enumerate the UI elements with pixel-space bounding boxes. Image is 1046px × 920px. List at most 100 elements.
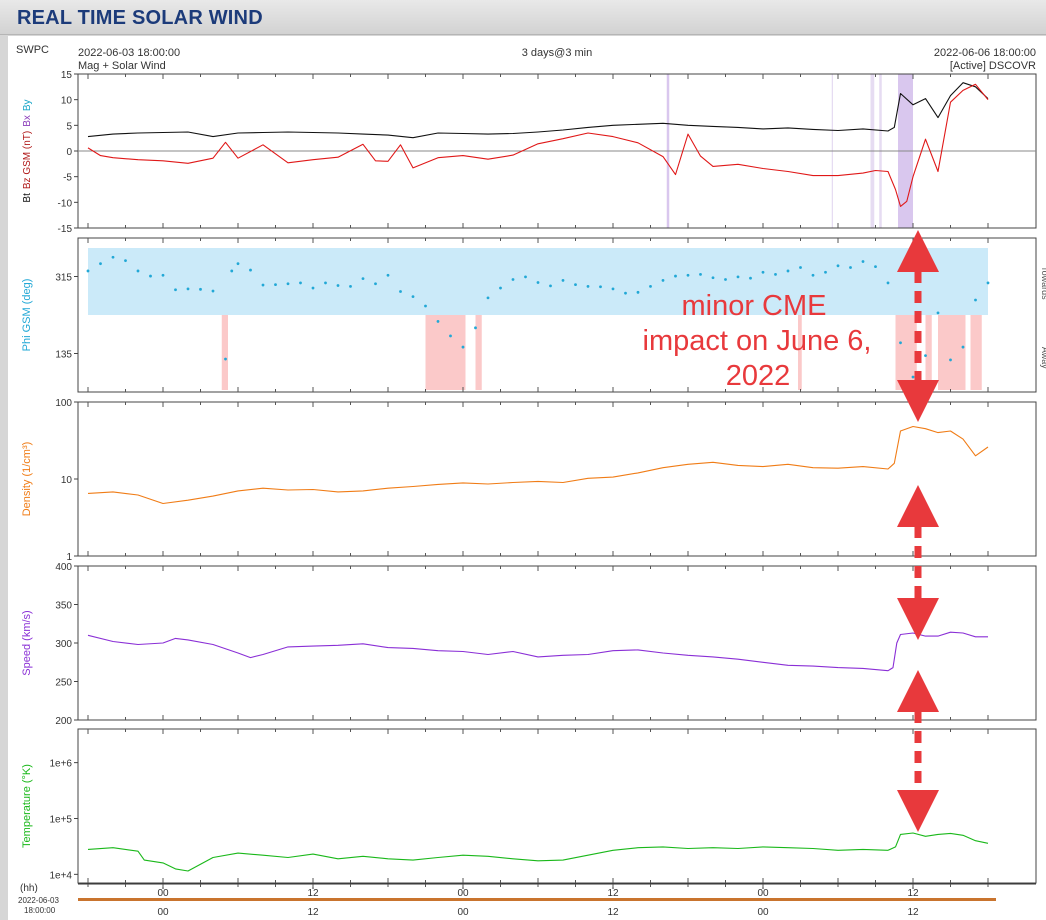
bottom-axis-tick-label-lower: 00 bbox=[157, 907, 169, 918]
bottom-axis-start-time: 18:00:00 bbox=[24, 906, 56, 915]
density-ytick-label: 100 bbox=[55, 398, 72, 409]
phi-point bbox=[811, 273, 815, 277]
temperature-ytick-label: 1e+6 bbox=[49, 759, 72, 770]
annotation-line-3: 2022 bbox=[726, 360, 791, 392]
phi-ytick-label: 315 bbox=[55, 273, 72, 284]
phi-point bbox=[99, 262, 102, 266]
mag-ytick-label: -10 bbox=[58, 198, 73, 209]
speed-ytick-label: 400 bbox=[55, 562, 72, 573]
phi-point bbox=[961, 345, 965, 349]
speed-ylabel: Speed (km/s) bbox=[21, 610, 33, 675]
bottom-axis-tick-label: 00 bbox=[457, 888, 469, 899]
title-bar: REAL TIME SOLAR WIND bbox=[0, 0, 1046, 35]
mag-ylabel-part: By bbox=[22, 99, 33, 111]
phi-point bbox=[974, 298, 977, 302]
mag-ytick-label: 15 bbox=[61, 70, 73, 81]
phi-point bbox=[761, 270, 765, 274]
mag-ylabel-part: Bx bbox=[22, 115, 33, 127]
phi-point bbox=[336, 284, 340, 287]
mag-series-bt bbox=[87, 82, 989, 139]
page-title: REAL TIME SOLAR WIND bbox=[17, 7, 263, 29]
density-panel: 100 10 1 Density (1/cm³) bbox=[21, 398, 1037, 563]
phi-point bbox=[361, 277, 365, 281]
bottom-axis-tick-label-lower: 12 bbox=[307, 907, 319, 918]
phi-ylabel: Phi GSM (deg) bbox=[21, 279, 33, 352]
mag-panel: 15 10 5 0 -5 -10 -15 Bt Bz GSM (nT) Bx By bbox=[22, 70, 1037, 235]
phi-point bbox=[436, 320, 440, 323]
phi-point bbox=[886, 281, 890, 285]
phi-point bbox=[874, 265, 877, 269]
phi-point bbox=[199, 287, 202, 291]
speed-frame bbox=[77, 565, 1037, 721]
bottom-axis-tick-label-lower: 00 bbox=[757, 907, 769, 918]
phi-point bbox=[286, 282, 290, 286]
phi-point bbox=[411, 295, 415, 299]
phi-panel: 315 135 Phi GSM (deg) Towards Away bbox=[21, 237, 1046, 393]
phi-point bbox=[911, 375, 915, 379]
density-ytick-label: 10 bbox=[61, 475, 73, 486]
phi-point bbox=[611, 287, 615, 291]
bottom-axis-slider[interactable] bbox=[78, 898, 996, 901]
phi-point bbox=[924, 354, 927, 358]
header-subtitle: Mag + Solar Wind bbox=[78, 60, 166, 72]
bottom-axis-unit: (hh) bbox=[20, 883, 38, 894]
bottom-axis-tick-label: 12 bbox=[607, 888, 619, 899]
mag-ytick-label: 5 bbox=[66, 121, 72, 132]
phi-point bbox=[111, 255, 115, 259]
bottom-axis-tick-label-lower: 00 bbox=[457, 907, 469, 918]
phi-point bbox=[824, 270, 827, 274]
phi-point bbox=[511, 278, 515, 281]
phi-point bbox=[986, 281, 990, 285]
phi-shade-4 bbox=[798, 315, 802, 390]
phi-point bbox=[86, 269, 90, 273]
bottom-axis-start-date: 2022-06-03 bbox=[18, 896, 59, 905]
temperature-ytick-label: 1e+5 bbox=[49, 814, 72, 825]
phi-point bbox=[299, 281, 302, 285]
mag-ytick-label: -15 bbox=[58, 224, 73, 235]
phi-point bbox=[749, 276, 752, 280]
phi-point bbox=[399, 290, 402, 293]
bottom-axis-tick-label: 12 bbox=[307, 888, 319, 899]
speed-ytick-label: 250 bbox=[55, 678, 72, 689]
header-end: 2022-06-06 18:00:00 bbox=[934, 47, 1036, 59]
phi-point bbox=[574, 283, 577, 287]
phi-point bbox=[649, 284, 652, 288]
mag-series-bz-gsm bbox=[87, 83, 989, 207]
phi-point bbox=[686, 273, 690, 277]
phi-shade-8 bbox=[970, 315, 982, 390]
bottom-axis: (hh) 2022-06-03 18:00:00 00 00 12 12 00 00 12 1… bbox=[18, 883, 1036, 918]
bottom-axis-ticks: 00 00 12 12 00 00 12 12 00 00 12 12 bbox=[87, 884, 989, 918]
speed-series-speed bbox=[87, 631, 988, 672]
phi-point bbox=[786, 269, 790, 273]
header-source: [Active] DSCOVR bbox=[950, 60, 1036, 72]
phi-point bbox=[711, 276, 715, 280]
phi-point bbox=[836, 264, 840, 268]
header-org: SWPC bbox=[16, 44, 49, 56]
phi-point bbox=[674, 274, 677, 278]
mag-ytick-label: -5 bbox=[63, 173, 72, 184]
phi-point bbox=[386, 273, 390, 277]
mag-ytick-label: 10 bbox=[61, 96, 73, 107]
phi-point bbox=[211, 289, 215, 293]
phi-point bbox=[549, 284, 552, 288]
speed-ytick-label: 350 bbox=[55, 601, 72, 612]
phi-point bbox=[474, 326, 477, 330]
temperature-panel: 1e+6 1e+5 1e+4 Temperature (°K) bbox=[21, 728, 1037, 884]
phi-point bbox=[186, 287, 190, 291]
phi-point bbox=[461, 345, 465, 349]
phi-shade-3 bbox=[475, 315, 482, 390]
phi-point bbox=[449, 334, 452, 338]
phi-point bbox=[349, 284, 352, 288]
phi-point bbox=[311, 286, 315, 290]
phi-point bbox=[774, 272, 777, 276]
annotation-line-1: minor CME bbox=[681, 290, 826, 322]
phi-point bbox=[949, 358, 952, 362]
bottom-axis-tick-label-lower: 12 bbox=[907, 907, 919, 918]
header-start: 2022-06-03 18:00:00 bbox=[78, 47, 180, 59]
density-series-density bbox=[87, 425, 989, 505]
phi-point bbox=[724, 278, 727, 281]
phi-shade-1 bbox=[221, 315, 228, 390]
phi-point bbox=[736, 275, 740, 279]
phi-point bbox=[636, 290, 640, 294]
bottom-axis-tick-label-lower: 12 bbox=[607, 907, 619, 918]
